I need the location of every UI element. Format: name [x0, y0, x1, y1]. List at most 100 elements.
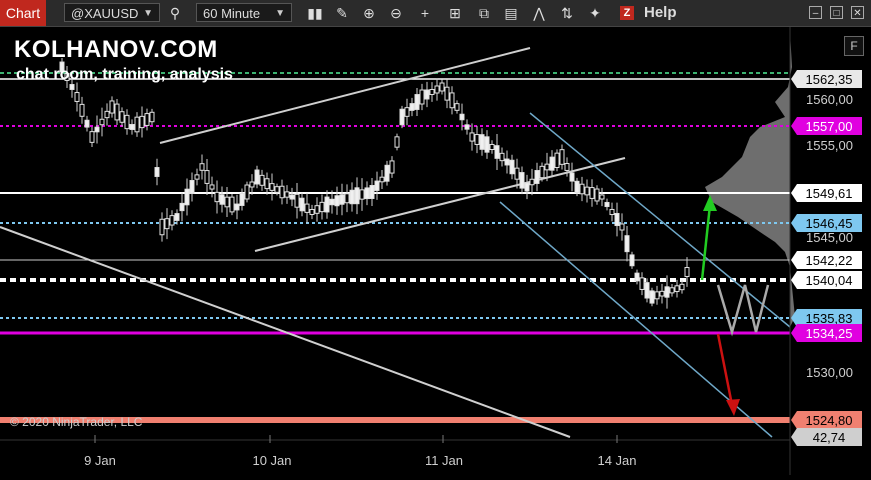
crosshair-icon[interactable]: +: [420, 5, 430, 21]
price-tag-label: 1549,61: [806, 186, 853, 201]
channel-lower-line[interactable]: [254, 157, 626, 252]
maximize-icon[interactable]: □: [830, 6, 843, 19]
projection-zigzag: [716, 284, 770, 337]
candle-body: [219, 194, 225, 205]
chevron-down-icon: ▼: [275, 8, 285, 19]
candle-body: [389, 160, 395, 174]
price-tag: [791, 428, 862, 446]
candle-body: [189, 180, 195, 194]
indicators-icon[interactable]: ⊞: [449, 5, 461, 21]
volume-profile: [705, 32, 795, 327]
strategies-icon[interactable]: ⧉: [479, 5, 489, 21]
candle-body: [384, 164, 390, 182]
candle-body: [204, 170, 210, 184]
candle-body: [304, 203, 310, 213]
candle-body: [214, 191, 220, 203]
y-tick-label: 1545,00: [806, 230, 853, 245]
candle-body: [59, 61, 65, 73]
price-tag: [791, 117, 862, 135]
chart-menu-button[interactable]: Chart: [0, 0, 46, 26]
candle-body: [234, 203, 240, 211]
f-button[interactable]: F: [844, 36, 864, 56]
candle-body: [439, 82, 445, 92]
candle-body: [479, 134, 485, 150]
candle-body: [349, 189, 355, 205]
properties-icon[interactable]: ✦: [589, 5, 601, 21]
bars-type-icon[interactable]: ▮▮: [307, 5, 323, 21]
candle-body: [329, 198, 335, 206]
interval-selector[interactable]: 60 Minute ▼: [196, 3, 292, 22]
candle-body: [639, 277, 645, 290]
help-button[interactable]: Help: [644, 4, 677, 21]
candle-body: [309, 209, 315, 215]
candle-body: [259, 174, 265, 186]
price-tag-label: 1534,25: [806, 326, 853, 341]
zoom-out-icon[interactable]: ⊖: [390, 5, 402, 21]
z-order-button[interactable]: Z: [620, 6, 634, 20]
close-icon[interactable]: ✕: [851, 6, 864, 19]
candle-body: [474, 134, 480, 145]
minimize-icon[interactable]: –: [809, 6, 822, 19]
candle-body: [654, 291, 660, 300]
candle-body: [584, 186, 590, 196]
candle-body: [149, 111, 155, 123]
price-marker-icon[interactable]: ⇅: [561, 5, 573, 21]
candle-body: [364, 187, 370, 200]
candle-body: [414, 94, 420, 110]
candle-body: [209, 184, 215, 190]
candle-body: [379, 176, 385, 183]
candle-body: [554, 152, 560, 169]
candle-body: [574, 180, 580, 194]
y-tick-label: 1530,00: [806, 365, 853, 380]
channel-upper-line[interactable]: [159, 47, 531, 144]
candle-body: [89, 131, 95, 143]
candle-body: [524, 182, 530, 192]
down-channel-lower[interactable]: [499, 201, 773, 438]
candle-body: [224, 196, 230, 208]
zoom-in-icon[interactable]: ⊕: [363, 5, 375, 21]
price-tag: [791, 251, 862, 269]
candle-body: [194, 174, 200, 180]
candle-body: [284, 191, 290, 198]
candle-body: [239, 193, 245, 206]
candle-body: [104, 110, 110, 119]
candle-body: [534, 170, 540, 184]
templates-icon[interactable]: ▤: [504, 5, 518, 21]
candle-body: [84, 119, 90, 128]
candle-body: [634, 272, 640, 282]
price-chart[interactable]: 9 Jan 10 Jan 11 Jan 14 Jan 1560,00 1555,…: [0, 27, 871, 475]
candle-body: [79, 103, 85, 117]
candle-body: [334, 195, 340, 207]
candle-body: [664, 286, 670, 298]
candle-body: [594, 188, 600, 202]
search-icon[interactable]: ⚲: [169, 5, 181, 21]
candle-body: [354, 187, 360, 205]
x-tick-label: 9 Jan: [84, 453, 116, 468]
candle-body: [119, 111, 125, 123]
copyright-text: © 2020 NinjaTrader, LLC: [10, 415, 143, 429]
price-tag-label: 1540,04: [806, 273, 853, 288]
candle-body: [109, 100, 115, 114]
candle-body: [134, 116, 140, 133]
pencil-icon[interactable]: ✎: [336, 5, 348, 21]
candle-body: [564, 163, 570, 171]
long-trend-line[interactable]: [0, 226, 571, 438]
candle-body: [419, 89, 425, 105]
candle-body: [674, 285, 680, 293]
candle-body: [644, 282, 650, 299]
drawing-tools-icon[interactable]: ⋀: [533, 5, 545, 21]
price-tag-label: 1542,22: [806, 253, 853, 268]
candlestick-series[interactable]: [59, 58, 690, 309]
price-chart-panel[interactable]: 9 Jan 10 Jan 11 Jan 14 Jan 1560,00 1555,…: [0, 27, 871, 475]
candle-body: [589, 187, 595, 199]
candle-body: [614, 212, 620, 227]
candle-body: [279, 185, 285, 199]
candle-body: [179, 202, 185, 212]
candle-body: [184, 188, 190, 206]
candle-body: [249, 181, 255, 188]
candle-body: [274, 186, 280, 193]
price-tag-label: 42,74: [813, 430, 846, 445]
instrument-selector[interactable]: @XAUUSD ▼: [64, 3, 160, 22]
y-tick-label: 1555,00: [806, 138, 853, 153]
candle-body: [679, 283, 685, 291]
